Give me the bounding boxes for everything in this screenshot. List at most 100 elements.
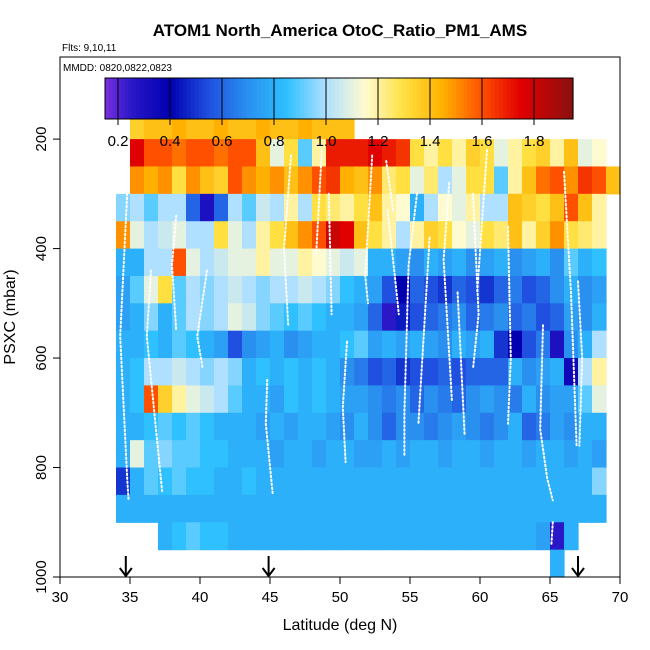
colorbar-segment [241, 78, 246, 119]
heatmap-cell [564, 248, 579, 277]
colorbar-segment [565, 78, 570, 119]
heatmap-cell [326, 248, 341, 277]
heatmap-cell [368, 193, 383, 222]
heatmap-cell [340, 275, 355, 304]
heatmap-cell [172, 166, 187, 195]
heatmap-cell [452, 440, 467, 469]
colorbar-segment [483, 78, 488, 119]
heatmap-cell [326, 467, 341, 496]
heatmap-cell [340, 467, 355, 496]
heatmap-cell [200, 248, 215, 277]
heatmap-cell [200, 385, 215, 414]
heatmap-cell [186, 412, 201, 441]
colorbar-segment [183, 78, 188, 119]
chart-title: ATOM1 North_America OtoC_Ratio_PM1_AMS [153, 21, 527, 40]
heatmap-cell [312, 248, 327, 277]
heatmap-cell [228, 522, 243, 551]
heatmap-cell [326, 358, 341, 387]
heatmap-cell [256, 166, 271, 195]
heatmap-cell [242, 193, 257, 222]
heatmap-cell [550, 467, 565, 496]
heatmap-cell [186, 166, 201, 195]
colorbar-segment [459, 78, 465, 119]
heatmap-cell [592, 193, 607, 222]
heatmap-cell [438, 494, 453, 523]
heatmap-cell [130, 440, 145, 469]
heatmap-cell [256, 358, 271, 387]
heatmap-cell [228, 248, 243, 277]
heatmap-cell [214, 193, 229, 222]
heatmap-cell [130, 166, 145, 195]
heatmap-cell [368, 412, 383, 441]
heatmap-cell [578, 412, 593, 441]
y-tick-label: 600 [33, 346, 50, 371]
colorbar-frame [104, 77, 574, 120]
heatmap-cell [284, 467, 299, 496]
colorbar-tick-label: 0.6 [212, 133, 233, 150]
heatmap-cell [340, 193, 355, 222]
heatmap-cell [312, 275, 327, 304]
heatmap-cell [550, 549, 565, 578]
flight-profile-track [119, 192, 130, 502]
heatmap-cell [172, 139, 187, 168]
heatmap-cell [564, 358, 579, 387]
flight-profiles [119, 149, 584, 546]
heatmap-cell [228, 494, 243, 523]
heatmap-cell [256, 303, 271, 332]
heatmap-cell [130, 275, 145, 304]
heatmap-cell [466, 139, 481, 168]
heatmap-cell [536, 193, 551, 222]
heatmap-cell [172, 275, 187, 304]
heatmap-cell [298, 358, 313, 387]
heatmap-cell [298, 303, 313, 332]
flight-profile-track [476, 149, 488, 294]
heatmap-cell [242, 275, 257, 304]
heatmap-cell [438, 139, 453, 168]
colorbar-segment [128, 78, 133, 119]
colorbar-segment [417, 78, 422, 119]
flight-profile-track [403, 192, 418, 458]
heatmap-cell [592, 412, 607, 441]
heatmap-cell [130, 193, 145, 222]
heatmap-cell [368, 467, 383, 496]
heatmap-cell [340, 494, 355, 523]
colorbar-segment [339, 78, 344, 119]
heatmap-cell [228, 139, 243, 168]
heatmap-cell [144, 358, 159, 387]
x-tick-label: 35 [122, 589, 139, 606]
heatmap-cell [396, 440, 411, 469]
colorbar-segment [569, 78, 574, 119]
heatmap-cell [564, 139, 579, 168]
heatmap-cell [480, 139, 495, 168]
colorbar-segment [327, 78, 332, 119]
heatmap-cell [186, 221, 201, 250]
heatmap-cell [396, 330, 411, 359]
heatmap-cell [158, 193, 173, 222]
heatmap-cell [466, 358, 481, 387]
heatmap-cell [326, 522, 341, 551]
heatmap-cell [480, 467, 495, 496]
heatmap-cell [130, 303, 145, 332]
heatmap-cell [494, 412, 509, 441]
heatmap-cell [564, 494, 579, 523]
heatmap-cell [424, 358, 439, 387]
heatmap-cell [368, 358, 383, 387]
heatmap-cell [494, 303, 509, 332]
colorbar-segment [378, 78, 383, 119]
heatmap-cell [228, 358, 243, 387]
heatmap-cell [494, 139, 509, 168]
heatmap-cell [452, 385, 467, 414]
heatmap-cell [326, 412, 341, 441]
x-tick-label: 40 [192, 589, 209, 606]
heatmap-cell [522, 193, 537, 222]
heatmap-cell [200, 166, 215, 195]
heatmap-cell [480, 275, 495, 304]
heatmap-cell [536, 139, 551, 168]
heatmap-cell [410, 467, 425, 496]
heatmap-cell [368, 494, 383, 523]
heatmap-cell [214, 303, 229, 332]
heatmap-cell [438, 440, 453, 469]
heatmap-cell [508, 275, 523, 304]
heatmap-cell [480, 385, 495, 414]
flights-label: Flts: 9,10,11 [62, 43, 117, 54]
